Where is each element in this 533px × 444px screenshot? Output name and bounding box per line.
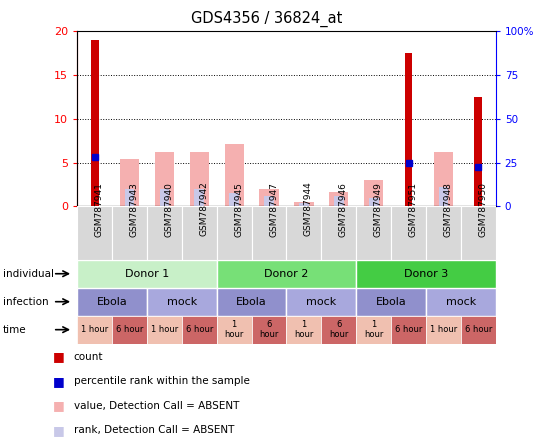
Text: 1 hour: 1 hour	[430, 325, 457, 334]
Text: GSM787944: GSM787944	[304, 182, 313, 237]
Bar	[195, 189, 204, 206]
Text: count: count	[74, 352, 103, 362]
Bar	[155, 152, 174, 206]
FancyBboxPatch shape	[286, 288, 356, 316]
Bar	[229, 193, 239, 206]
Text: rank, Detection Call = ABSENT: rank, Detection Call = ABSENT	[74, 425, 234, 435]
Text: Ebola: Ebola	[236, 297, 267, 307]
FancyBboxPatch shape	[426, 316, 461, 344]
Bar	[91, 40, 99, 206]
FancyBboxPatch shape	[321, 316, 356, 344]
Text: GSM787940: GSM787940	[165, 182, 173, 237]
Text: Ebola: Ebola	[376, 297, 407, 307]
FancyBboxPatch shape	[286, 206, 321, 260]
Text: time: time	[3, 325, 26, 335]
Text: individual: individual	[3, 269, 54, 279]
Text: 1
hour: 1 hour	[364, 320, 383, 339]
FancyBboxPatch shape	[286, 316, 321, 344]
FancyBboxPatch shape	[147, 206, 182, 260]
FancyBboxPatch shape	[461, 206, 496, 260]
Bar	[405, 53, 413, 206]
Bar	[264, 196, 274, 206]
FancyBboxPatch shape	[77, 288, 147, 316]
FancyBboxPatch shape	[252, 316, 286, 344]
Text: GSM787950: GSM787950	[478, 182, 487, 237]
Bar	[334, 196, 344, 206]
FancyBboxPatch shape	[217, 316, 252, 344]
Text: GSM787946: GSM787946	[339, 182, 348, 237]
Text: Donor 1: Donor 1	[125, 269, 169, 279]
FancyBboxPatch shape	[391, 206, 426, 260]
Text: GSM787942: GSM787942	[199, 182, 208, 237]
FancyBboxPatch shape	[321, 206, 356, 260]
Bar	[120, 159, 139, 206]
Bar	[364, 180, 383, 206]
FancyBboxPatch shape	[147, 316, 182, 344]
FancyBboxPatch shape	[356, 260, 496, 288]
Text: 1
hour: 1 hour	[224, 320, 244, 339]
Text: GSM787949: GSM787949	[374, 182, 383, 237]
Text: GDS4356 / 36824_at: GDS4356 / 36824_at	[191, 11, 342, 27]
Text: GSM787941: GSM787941	[95, 182, 104, 237]
Text: Ebola: Ebola	[97, 297, 127, 307]
Text: 6 hour: 6 hour	[465, 325, 492, 334]
Text: 6
hour: 6 hour	[260, 320, 279, 339]
FancyBboxPatch shape	[356, 288, 426, 316]
Bar	[125, 189, 134, 206]
Text: Donor 2: Donor 2	[264, 269, 309, 279]
Text: mock: mock	[306, 297, 336, 307]
FancyBboxPatch shape	[112, 206, 147, 260]
Text: 1 hour: 1 hour	[151, 325, 178, 334]
FancyBboxPatch shape	[391, 316, 426, 344]
Text: GSM787951: GSM787951	[408, 182, 417, 237]
Text: ■: ■	[53, 350, 65, 364]
FancyBboxPatch shape	[182, 316, 217, 344]
Bar	[190, 152, 209, 206]
FancyBboxPatch shape	[147, 288, 217, 316]
FancyBboxPatch shape	[182, 206, 217, 260]
FancyBboxPatch shape	[77, 316, 112, 344]
Text: value, Detection Call = ABSENT: value, Detection Call = ABSENT	[74, 401, 239, 411]
Text: 6 hour: 6 hour	[185, 325, 213, 334]
Bar	[159, 189, 169, 206]
Text: GSM787947: GSM787947	[269, 182, 278, 237]
Bar	[260, 189, 279, 206]
FancyBboxPatch shape	[77, 206, 112, 260]
Bar	[329, 191, 349, 206]
FancyBboxPatch shape	[356, 206, 391, 260]
Text: ■: ■	[53, 424, 65, 437]
Text: Donor 3: Donor 3	[404, 269, 448, 279]
FancyBboxPatch shape	[217, 288, 286, 316]
Text: 1 hour: 1 hour	[81, 325, 108, 334]
Text: GSM787945: GSM787945	[234, 182, 243, 237]
Text: ■: ■	[53, 375, 65, 388]
FancyBboxPatch shape	[217, 206, 252, 260]
Text: 6 hour: 6 hour	[395, 325, 422, 334]
FancyBboxPatch shape	[426, 288, 496, 316]
Text: GSM787948: GSM787948	[443, 182, 453, 237]
Text: 6
hour: 6 hour	[329, 320, 349, 339]
FancyBboxPatch shape	[252, 206, 286, 260]
FancyBboxPatch shape	[426, 206, 461, 260]
Text: mock: mock	[167, 297, 197, 307]
FancyBboxPatch shape	[461, 316, 496, 344]
Text: percentile rank within the sample: percentile rank within the sample	[74, 377, 249, 386]
Bar	[434, 152, 453, 206]
Text: GSM787943: GSM787943	[130, 182, 139, 237]
Bar	[224, 144, 244, 206]
Text: infection: infection	[3, 297, 49, 307]
Bar	[294, 202, 313, 206]
FancyBboxPatch shape	[217, 260, 356, 288]
Bar	[474, 97, 482, 206]
FancyBboxPatch shape	[77, 260, 217, 288]
Text: 6 hour: 6 hour	[116, 325, 143, 334]
FancyBboxPatch shape	[356, 316, 391, 344]
Text: mock: mock	[446, 297, 476, 307]
Text: ■: ■	[53, 399, 65, 412]
Bar	[369, 198, 378, 206]
Text: 1
hour: 1 hour	[294, 320, 313, 339]
FancyBboxPatch shape	[112, 316, 147, 344]
Bar	[439, 187, 448, 206]
Bar	[299, 203, 309, 206]
